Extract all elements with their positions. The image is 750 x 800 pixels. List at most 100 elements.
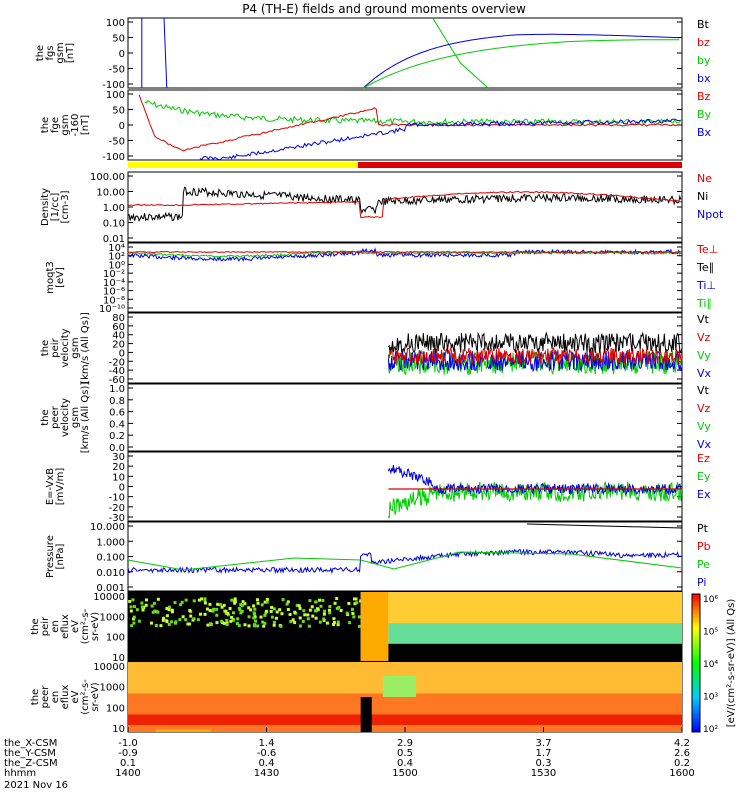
- legend-ne: Ne: [697, 172, 712, 185]
- spectrogram-cell: [307, 617, 310, 620]
- y-axis-label: the peer velocity gsm [km/s (All Qs)]: [40, 382, 91, 454]
- page-title: P4 (TH-E) fields and ground moments over…: [242, 2, 526, 16]
- spectrogram-cell: [244, 623, 247, 626]
- spectrogram-cell: [270, 610, 273, 613]
- colorbar-tick: 10³: [703, 693, 718, 703]
- spectrogram-cell: [321, 599, 324, 602]
- spectrogram-cell: [248, 624, 251, 627]
- state-bar-yellow: [128, 162, 358, 168]
- spectrogram-cell: [275, 617, 278, 620]
- spectrogram-cell: [130, 624, 133, 627]
- spectrogram-cell: [328, 605, 331, 608]
- spectrogram-cell: [242, 600, 245, 603]
- spectrogram-cell: [322, 618, 325, 621]
- spectrogram-cell: [302, 620, 305, 623]
- y-axis-label-line: [cm-3]: [60, 190, 71, 223]
- spectrogram-cell: [153, 610, 156, 613]
- series-By: [145, 101, 682, 125]
- spectrogram-cell: [156, 611, 159, 614]
- legend-by: by: [697, 54, 711, 67]
- legend-bz: Bz: [697, 90, 711, 103]
- spectrogram-cell: [270, 606, 273, 609]
- spectrogram-cell: [289, 613, 292, 616]
- spectrogram-cell: [319, 605, 322, 608]
- spectrogram-cell: [302, 609, 305, 612]
- series-by: [363, 40, 679, 88]
- spectrogram-cell: [236, 622, 239, 625]
- panel-frame: [128, 172, 682, 242]
- y-axis-label-line: [km/s (All Qs)]: [80, 312, 91, 384]
- spectrogram-cell: [232, 611, 235, 614]
- spectrogram-cell: [193, 599, 196, 602]
- y-tick-label: 1.000: [96, 537, 125, 548]
- spectrogram-gap: [361, 697, 372, 732]
- y-tick-label: 100.00: [90, 172, 125, 183]
- spectrogram-cell: [209, 609, 212, 612]
- spectrogram-cell: [262, 625, 265, 628]
- spectrogram-cell: [181, 601, 184, 604]
- spectrogram-band: [361, 592, 389, 661]
- spectrogram-cell: [353, 597, 356, 600]
- legend-bz: bz: [697, 36, 710, 49]
- y-tick-label: -100: [102, 152, 125, 163]
- legend-vx: Vx: [697, 367, 712, 380]
- x-tick-label: 1430: [254, 768, 279, 779]
- spectrogram-cell: [215, 614, 218, 617]
- spectrogram-cell: [230, 616, 233, 619]
- spectrogram-cell: [273, 607, 276, 610]
- legend-bt: Bt: [697, 18, 710, 31]
- spectrogram-cell: [140, 602, 143, 605]
- y-tick-label: 10000: [93, 662, 125, 673]
- y-axis-label-line: [km/s (All Qs)]: [80, 382, 91, 454]
- y-tick-label: 1000: [100, 683, 125, 694]
- panel-peeren: 10000100010010the peer en eflux eV (cm²-s-sr-…: [30, 662, 682, 735]
- y-axis-label-line: [eV]: [55, 267, 66, 288]
- spectrogram-cell: [282, 598, 285, 601]
- spectrogram-cell: [280, 612, 283, 615]
- spectrogram-cell: [347, 602, 350, 605]
- spectrogram-cell: [157, 598, 160, 601]
- panel-fgs: 100 50 0 -50 -100 the fgs gsm [nT] Bt bz by bx: [35, 18, 711, 91]
- spectrogram-cell: [199, 613, 202, 616]
- spectrogram-cell: [225, 619, 228, 622]
- spectrogram-cell: [328, 611, 331, 614]
- legend-ez: Ez: [697, 452, 710, 465]
- spectrogram-marker: [156, 729, 211, 732]
- series-by-drop: [433, 18, 488, 88]
- spectrogram-cell: [298, 604, 301, 607]
- legend-vz: Vz: [697, 402, 711, 415]
- legend-vy: Vy: [697, 420, 711, 433]
- y-tick-label: 0.100: [96, 553, 125, 564]
- spectrogram-cell: [145, 604, 148, 607]
- colorbar-label: [eV/(cm²-s-sr-eV)] (All Qs): [726, 599, 737, 728]
- state-bar-red: [358, 162, 682, 168]
- spectrogram-cell: [170, 620, 173, 623]
- y-tick-label: 50: [112, 106, 125, 117]
- y-tick-label: 100: [106, 703, 125, 714]
- legend-npot: Npot: [697, 208, 724, 221]
- spectrogram-cell: [259, 616, 262, 619]
- spectrogram-cell: [326, 622, 329, 625]
- spectrogram-cell: [165, 620, 168, 623]
- spectrogram-cell: [204, 601, 207, 604]
- legend-vt: Vt: [697, 313, 710, 326]
- spectrogram-cell: [138, 620, 141, 623]
- legend-te: Te∥: [696, 261, 714, 274]
- spectrogram-cell: [131, 598, 134, 601]
- spectrogram-cell: [254, 620, 257, 623]
- y-axis-label-line: sr-eV): [90, 612, 101, 641]
- spectrogram-cell: [332, 617, 335, 620]
- spectrogram-low: [388, 644, 682, 661]
- spectrogram-cell: [286, 603, 289, 606]
- legend-bx: Bx: [697, 126, 712, 139]
- spectrogram-cell: [130, 610, 133, 613]
- spectrogram-cell: [197, 618, 200, 621]
- legend-pt: Pt: [697, 522, 709, 535]
- colorbar-tick: 10²: [703, 725, 718, 735]
- panel-density: 100.00 10.00 1.00 0.10 0.01 Density [1/cc] [cm-…: [40, 172, 724, 245]
- spectrogram-cell: [204, 613, 207, 616]
- overview-figure: P4 (TH-E) fields and ground moments over…: [0, 0, 750, 800]
- spectrogram-cell: [220, 620, 223, 623]
- spectrogram-cell: [203, 599, 206, 602]
- spectrogram-cell: [315, 617, 318, 620]
